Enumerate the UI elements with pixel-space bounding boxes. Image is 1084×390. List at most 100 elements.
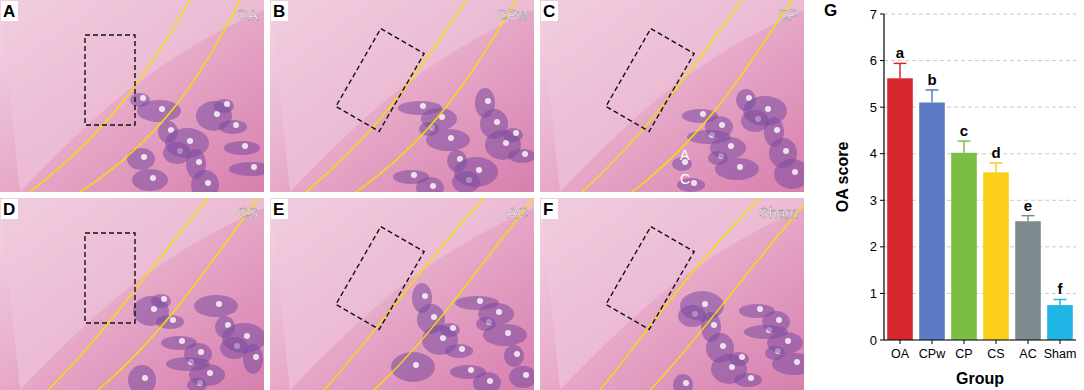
marrow-space xyxy=(420,103,426,109)
marrow-space xyxy=(207,370,213,376)
marrow xyxy=(762,311,790,333)
image-panel xyxy=(540,0,804,192)
marrow-space xyxy=(711,322,717,328)
marrow-space xyxy=(150,175,156,181)
marrow-space xyxy=(748,375,754,381)
letter-bg xyxy=(541,199,558,219)
error-stem xyxy=(899,63,901,78)
tissue-bg xyxy=(540,198,804,390)
error-bar xyxy=(958,141,971,153)
marrow-space xyxy=(159,106,165,112)
image-panel xyxy=(0,198,264,390)
marrow xyxy=(509,366,534,388)
roi-box xyxy=(606,29,694,132)
marrow xyxy=(224,141,260,155)
marrow-space xyxy=(691,180,697,186)
panel-letter: B xyxy=(273,2,285,21)
tissue-bg xyxy=(0,0,264,192)
image-panel xyxy=(0,0,264,192)
marrow-space xyxy=(233,122,239,128)
marrow xyxy=(504,345,524,367)
marrow xyxy=(715,158,759,180)
marrow-space xyxy=(496,309,502,315)
grid-line xyxy=(884,340,1076,341)
boundary-line xyxy=(582,0,742,192)
marrow-space xyxy=(792,169,798,175)
marrow-space xyxy=(411,172,417,178)
marrow-space xyxy=(242,143,248,149)
x-tick-label: Sham xyxy=(1044,347,1077,361)
marrow-space xyxy=(783,148,789,154)
marrow xyxy=(194,295,238,317)
marrow xyxy=(412,283,432,313)
error-bar xyxy=(1054,299,1067,305)
marrow xyxy=(189,364,225,386)
marrow-space xyxy=(468,367,474,373)
cartilage xyxy=(0,198,264,390)
marrow xyxy=(710,137,746,159)
bar xyxy=(983,172,1009,340)
panel-letter: A xyxy=(3,2,15,21)
marrow-space xyxy=(794,359,800,365)
marrow xyxy=(705,116,733,138)
marrow-space xyxy=(683,380,689,386)
marrow-space xyxy=(702,301,708,307)
boundary-line xyxy=(98,198,258,390)
marrow xyxy=(426,129,470,151)
bar xyxy=(1015,221,1041,340)
marrow-space xyxy=(757,306,763,312)
roi-box xyxy=(336,227,424,330)
marrow-space xyxy=(142,375,148,381)
inset-text: A xyxy=(680,147,690,163)
error-cap xyxy=(1054,299,1067,301)
boundary-line xyxy=(650,198,804,390)
cartilage xyxy=(540,0,804,192)
x-tick-label: OA xyxy=(891,347,910,361)
marrow xyxy=(473,372,501,390)
marrow-space xyxy=(522,151,528,157)
marrow-space xyxy=(765,106,771,112)
letter-bg xyxy=(271,199,288,219)
letter-bg xyxy=(1,199,18,219)
marrow-space xyxy=(776,317,782,323)
bar xyxy=(951,153,977,340)
panel-label: CPw xyxy=(496,6,528,23)
y-tick-label: 4 xyxy=(870,146,877,161)
x-tick-label: CPw xyxy=(919,347,946,361)
marrow xyxy=(445,344,473,358)
boundary-line xyxy=(80,0,240,192)
marrow xyxy=(729,352,749,366)
marrow xyxy=(214,99,234,113)
significance-letter: f xyxy=(1058,280,1064,297)
marrow-space xyxy=(422,293,428,299)
roi-box xyxy=(606,227,694,330)
letter-bg xyxy=(271,1,288,21)
bars xyxy=(887,63,1073,340)
marrow xyxy=(454,157,498,187)
panel-letter: E xyxy=(273,200,284,219)
y-tick-label: 6 xyxy=(870,53,877,68)
significance-letter: c xyxy=(960,122,968,139)
marrow-space xyxy=(251,164,257,170)
marrow xyxy=(219,120,247,134)
marrow-space xyxy=(224,101,230,107)
marrow-space xyxy=(244,333,250,339)
y-tick-label: 2 xyxy=(870,239,877,254)
panel-letter: D xyxy=(3,200,15,219)
letter-bg xyxy=(541,1,558,21)
marrow xyxy=(734,373,762,387)
figure: AOABCPwCCPACDCSEACFShamGaOAbCPwcCPdCSeAC… xyxy=(0,0,1084,390)
boundary-line xyxy=(600,198,760,390)
panel-letter: F xyxy=(543,200,553,219)
x-axis xyxy=(884,339,1076,340)
marrow xyxy=(137,100,181,122)
x-tick-label: AC xyxy=(1019,347,1036,361)
panel-label: CP xyxy=(777,6,798,23)
x-tick-label: CS xyxy=(987,347,1004,361)
marrow xyxy=(222,323,264,353)
marrow xyxy=(440,323,460,337)
marrow xyxy=(673,374,693,390)
marrow-space xyxy=(459,346,465,352)
roi-box xyxy=(336,29,424,132)
y-tick-label: 3 xyxy=(870,193,877,208)
